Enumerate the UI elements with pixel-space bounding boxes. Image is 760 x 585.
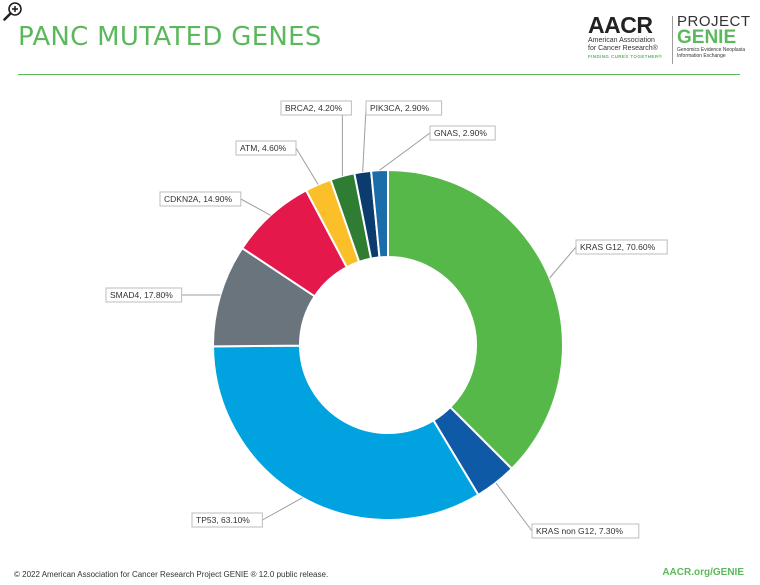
label-pik3ca: PIK3CA, 2.90%	[370, 103, 430, 113]
slice-labels: KRAS G12, 70.60% KRAS non G12, 7.30% TP53,…	[105, 100, 668, 539]
genie-website-link[interactable]: AACR.org/GENIE	[662, 567, 744, 578]
label-tp53: TP53, 63.10%	[196, 515, 250, 525]
aacr-genie-logo: AACR American Association for Cancer Res…	[588, 13, 751, 70]
label-box-tp53	[191, 512, 263, 528]
label-leader-lines	[181, 107, 577, 532]
leader-line-tp53	[262, 497, 303, 521]
label-box-gnas	[429, 125, 496, 141]
label-cdkn2a: CDKN2A, 14.90%	[164, 194, 232, 204]
label-atm: ATM, 4.60%	[240, 143, 287, 153]
label-box-pik3ca	[365, 100, 443, 116]
label-brca2: BRCA2, 4.20%	[285, 103, 343, 113]
genie-name-line1: Genomics Evidence Neoplasia	[677, 47, 746, 53]
aacr-name-line2: for Cancer Research®	[588, 45, 658, 52]
slice-kras-g12[interactable]	[387, 168, 564, 471]
leader-line-pik3ca	[362, 107, 367, 172]
page-title: PANC MUTATED GENES	[18, 22, 322, 52]
label-box-kras-non-g12	[531, 523, 640, 539]
leader-line-atm	[295, 147, 319, 185]
aacr-logo: AACR American Association for Cancer Res…	[588, 14, 678, 61]
label-box-smad4	[105, 287, 183, 303]
slice-tp53[interactable]	[211, 344, 480, 521]
label-box-brca2	[280, 100, 352, 116]
leader-line-kras-non-g12	[495, 482, 533, 532]
zoom-in-icon[interactable]	[2, 1, 24, 23]
genie-name-line2: Information Exchange	[677, 53, 726, 59]
title-divider	[18, 74, 740, 75]
aacr-name-line1: American Association	[588, 37, 655, 44]
leader-line-kras-g12	[549, 246, 577, 279]
aacr-tagline: FINDING CURES TOGETHER®	[588, 54, 663, 59]
project-wordmark: PROJECT	[677, 13, 751, 30]
logo-divider	[672, 16, 673, 64]
label-kras-non-g12: KRAS non G12, 7.30%	[536, 526, 623, 536]
label-kras-g12: KRAS G12, 70.60%	[580, 242, 656, 252]
label-box-atm	[235, 140, 297, 156]
label-smad4: SMAD4, 17.80%	[110, 290, 173, 300]
donut-slices	[211, 168, 564, 521]
leader-line-cdkn2a	[240, 198, 271, 216]
copyright-text: © 2022 American Association for Cancer R…	[14, 570, 329, 579]
aacr-wordmark: AACR	[588, 12, 653, 38]
label-box-cdkn2a	[159, 191, 242, 207]
label-box-kras-g12	[575, 239, 668, 255]
leader-line-gnas	[379, 132, 431, 171]
genie-logo: PROJECT GENIE Genomics Evidence Neoplasi…	[677, 13, 751, 59]
label-gnas: GNAS, 2.90%	[434, 128, 487, 138]
slice-gnas[interactable]	[370, 168, 389, 259]
genie-wordmark: GENIE	[677, 27, 737, 48]
